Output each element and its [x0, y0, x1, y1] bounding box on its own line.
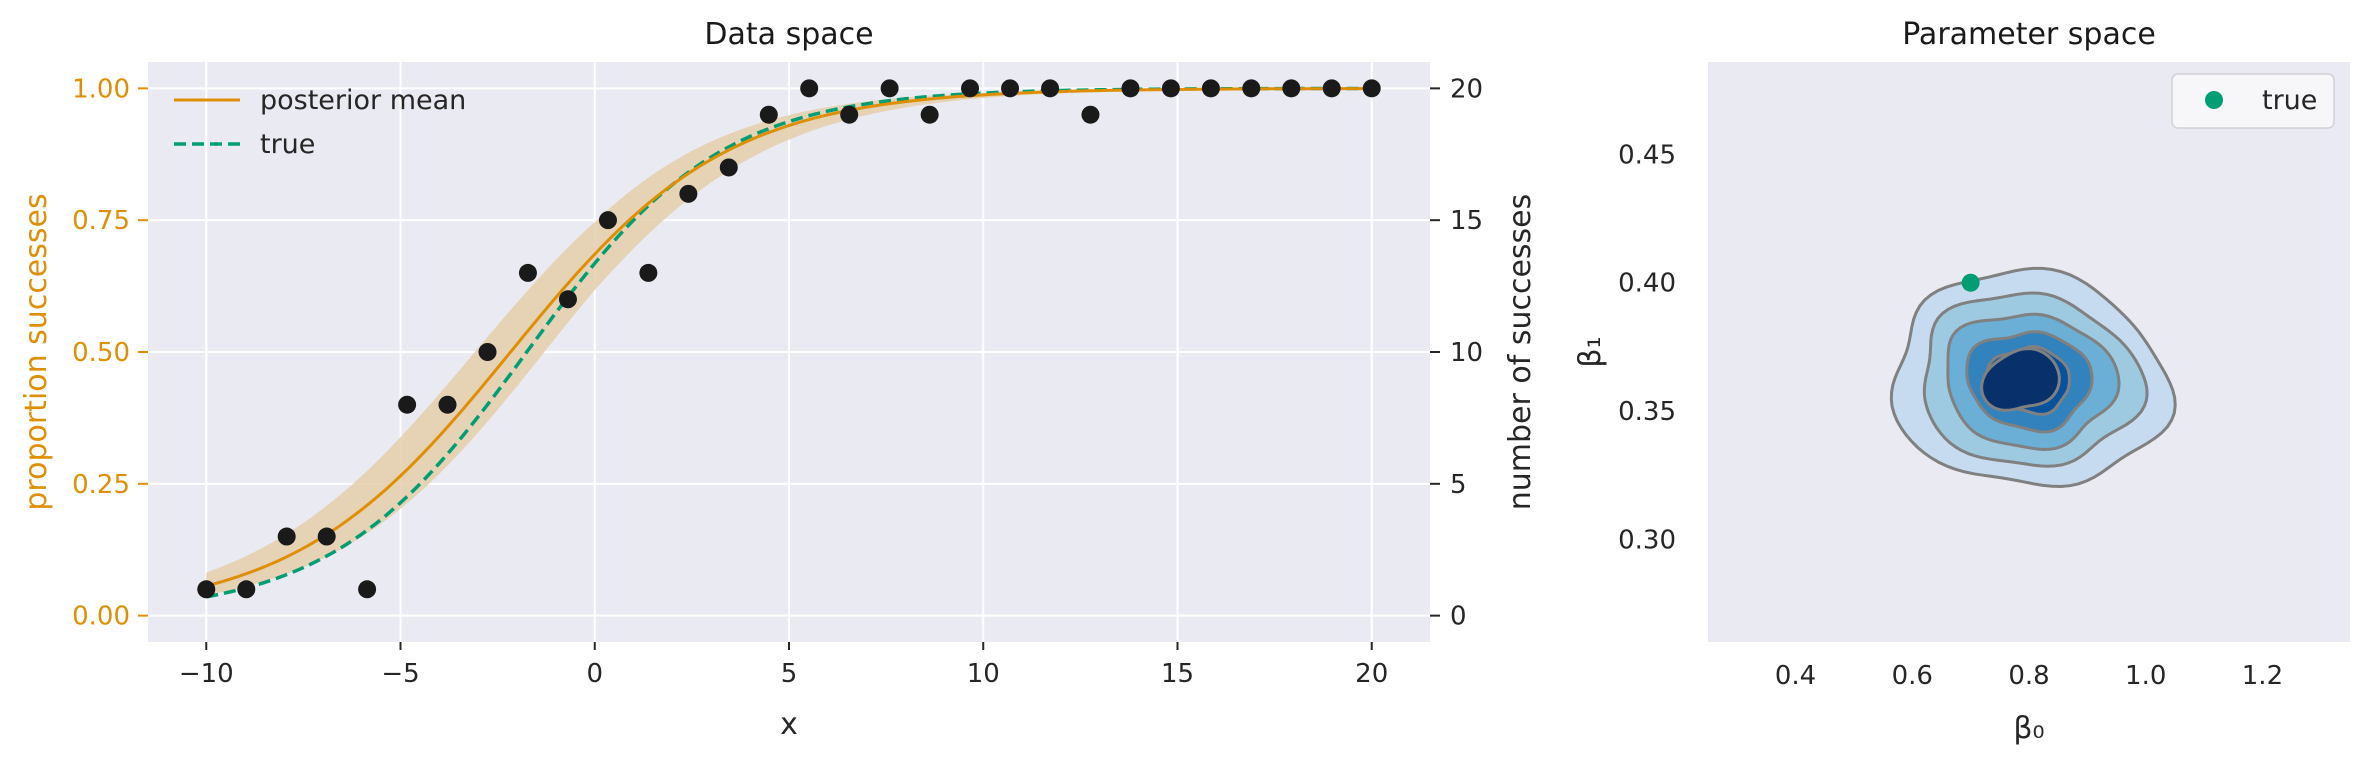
legend-true-marker — [2205, 91, 2223, 109]
data-space-xlabel: x — [780, 707, 798, 742]
parameter-space-title: Parameter space — [1902, 17, 2156, 52]
observed-point — [438, 395, 457, 414]
data-space-ticks: −10 −5 0 5 10 15 20 0.00 0.25 0.50 0.75 1.00 0 5 10 15 2… — [72, 74, 1483, 689]
right-y-tick-label: 10 — [1450, 338, 1483, 368]
legend-box — [2171, 73, 2335, 129]
x-tick-label: 5 — [781, 659, 798, 689]
observed-point — [1242, 79, 1261, 98]
posterior-band — [206, 88, 1372, 596]
right-y-tick-label: 20 — [1450, 74, 1483, 104]
left-y-tick-label: 0.00 — [72, 602, 130, 632]
observed-point — [1201, 79, 1220, 98]
observed-point — [558, 290, 577, 309]
observed-point — [317, 527, 336, 546]
x-tick-label: 0 — [586, 659, 603, 689]
observed-point — [679, 184, 698, 203]
left-y-tick-label: 1.00 — [72, 74, 130, 104]
observed-point — [759, 105, 778, 124]
parameter-space-ylabel: β₁ — [1573, 336, 1608, 367]
data-space-panel: −10 −5 0 5 10 15 20 0.00 0.25 0.50 0.75 1.00 0 5 10 15 2… — [19, 17, 1538, 742]
x-tick-label: −5 — [381, 659, 419, 689]
parameter-space-legend: true — [2171, 73, 2335, 129]
legend-posterior-mean-label: posterior mean — [260, 85, 466, 116]
x-tick-label: 10 — [967, 659, 1000, 689]
beta1-tick-label: 0.40 — [1618, 269, 1676, 299]
density-contour-core — [1980, 347, 2061, 412]
right-y-tick-label: 15 — [1450, 206, 1483, 236]
observed-point — [840, 105, 859, 124]
parameter-space-xlabel: β₀ — [2013, 711, 2044, 746]
x-tick-label: 20 — [1355, 659, 1388, 689]
true-parameter-point — [1961, 273, 1980, 292]
left-y-tick-label: 0.25 — [72, 470, 130, 500]
right-ylabel: number of successes — [1503, 194, 1538, 511]
observed-point — [1121, 79, 1140, 98]
data-space-legend: posterior mean true — [174, 85, 466, 160]
observed-point — [880, 79, 899, 98]
beta1-tick-label: 0.45 — [1618, 140, 1676, 170]
observed-point — [719, 158, 738, 177]
observed-point — [1161, 79, 1180, 98]
parameter-space-panel: 0.4 0.6 0.8 1.0 1.2 0.30 0.35 0.40 0.45 Paramete… — [1573, 17, 2350, 746]
left-y-tick-label: 0.75 — [72, 206, 130, 236]
observed-point — [518, 263, 537, 282]
observed-point — [800, 79, 819, 98]
data-space-series — [197, 79, 1381, 599]
beta0-tick-label: 0.6 — [1892, 661, 1933, 691]
observed-point — [1322, 79, 1341, 98]
observed-point — [961, 79, 980, 98]
legend-true-label: true — [260, 129, 315, 160]
observed-point — [277, 527, 296, 546]
beta0-tick-label: 0.8 — [2008, 661, 2049, 691]
x-tick-label: −10 — [179, 659, 234, 689]
observed-point — [358, 580, 377, 599]
beta1-tick-label: 0.35 — [1618, 397, 1676, 427]
right-y-tick-label: 0 — [1450, 602, 1467, 632]
beta0-tick-label: 1.2 — [2242, 661, 2283, 691]
left-y-tick-label: 0.50 — [72, 338, 130, 368]
observed-point — [478, 343, 497, 361]
observed-point — [1001, 79, 1020, 98]
posterior-density-contours — [1889, 266, 2177, 489]
left-ylabel: proportion successes — [19, 193, 54, 510]
observed-point — [1041, 79, 1060, 98]
observed-point — [598, 211, 617, 230]
observed-point — [398, 395, 417, 414]
data-space-title: Data space — [704, 17, 873, 52]
beta0-tick-label: 1.0 — [2125, 661, 2166, 691]
observed-point — [1362, 79, 1381, 98]
legend-true-point-label: true — [2262, 85, 2317, 116]
observed-point — [639, 263, 658, 282]
observed-point — [1081, 105, 1100, 124]
parameter-space-ticks: 0.4 0.6 0.8 1.0 1.2 0.30 0.35 0.40 0.45 — [1618, 140, 2283, 691]
right-y-tick-label: 5 — [1450, 470, 1467, 500]
beta0-tick-label: 0.4 — [1775, 661, 1816, 691]
beta1-tick-label: 0.30 — [1618, 525, 1676, 555]
observed-point — [1282, 79, 1301, 98]
observed-point — [197, 580, 216, 599]
observed-point — [237, 580, 256, 599]
observed-point — [920, 105, 939, 124]
x-tick-label: 15 — [1161, 659, 1194, 689]
